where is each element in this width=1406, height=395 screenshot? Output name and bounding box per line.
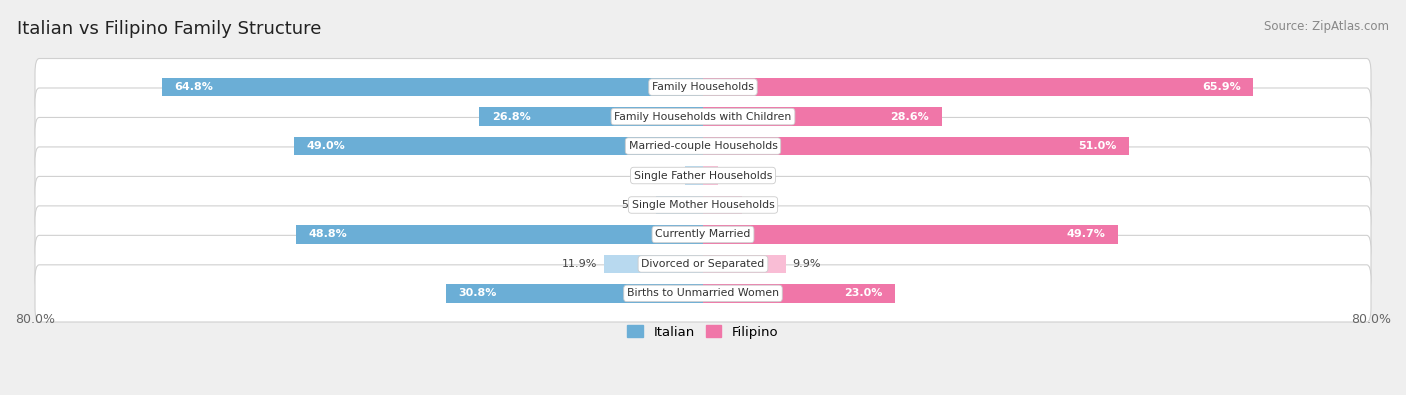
Bar (295, 225, 703, 244)
Text: Divorced or Separated: Divorced or Separated (641, 259, 765, 269)
FancyBboxPatch shape (35, 206, 1371, 263)
FancyBboxPatch shape (35, 88, 1371, 145)
Text: 28.6%: 28.6% (890, 111, 929, 122)
Text: 5.6%: 5.6% (621, 200, 650, 210)
FancyBboxPatch shape (35, 177, 1371, 233)
Text: 48.8%: 48.8% (308, 229, 347, 239)
Text: 49.7%: 49.7% (1067, 229, 1105, 239)
Bar (685, 166, 703, 184)
Bar (703, 107, 942, 126)
Text: Family Households: Family Households (652, 82, 754, 92)
FancyBboxPatch shape (35, 117, 1371, 175)
FancyBboxPatch shape (35, 147, 1371, 204)
Text: 2.2%: 2.2% (650, 171, 678, 181)
Text: Family Households with Children: Family Households with Children (614, 111, 792, 122)
Text: Source: ZipAtlas.com: Source: ZipAtlas.com (1264, 20, 1389, 33)
Text: 11.9%: 11.9% (561, 259, 598, 269)
Bar (703, 196, 742, 214)
Text: Births to Unmarried Women: Births to Unmarried Women (627, 288, 779, 298)
Bar (162, 78, 703, 96)
Bar (703, 284, 896, 303)
Bar (294, 137, 703, 155)
Bar (703, 225, 1118, 244)
Bar (703, 255, 786, 273)
Text: 64.8%: 64.8% (174, 82, 214, 92)
Text: 51.0%: 51.0% (1078, 141, 1116, 151)
Bar (603, 255, 703, 273)
Text: 23.0%: 23.0% (844, 288, 883, 298)
Bar (657, 196, 703, 214)
Legend: Italian, Filipino: Italian, Filipino (621, 320, 785, 344)
Text: 65.9%: 65.9% (1202, 82, 1240, 92)
Text: Currently Married: Currently Married (655, 229, 751, 239)
Text: 9.9%: 9.9% (793, 259, 821, 269)
Text: Married-couple Households: Married-couple Households (628, 141, 778, 151)
Text: 49.0%: 49.0% (307, 141, 344, 151)
Bar (479, 107, 703, 126)
Text: 1.8%: 1.8% (724, 171, 754, 181)
Text: Italian vs Filipino Family Structure: Italian vs Filipino Family Structure (17, 20, 321, 38)
Text: Single Father Households: Single Father Households (634, 171, 772, 181)
Bar (703, 137, 1129, 155)
Text: 26.8%: 26.8% (492, 111, 530, 122)
Text: 4.7%: 4.7% (749, 200, 778, 210)
Bar (703, 166, 718, 184)
Text: Single Mother Households: Single Mother Households (631, 200, 775, 210)
Bar (446, 284, 703, 303)
Bar (703, 78, 1253, 96)
Text: 30.8%: 30.8% (458, 288, 496, 298)
FancyBboxPatch shape (35, 235, 1371, 293)
FancyBboxPatch shape (35, 58, 1371, 116)
FancyBboxPatch shape (35, 265, 1371, 322)
